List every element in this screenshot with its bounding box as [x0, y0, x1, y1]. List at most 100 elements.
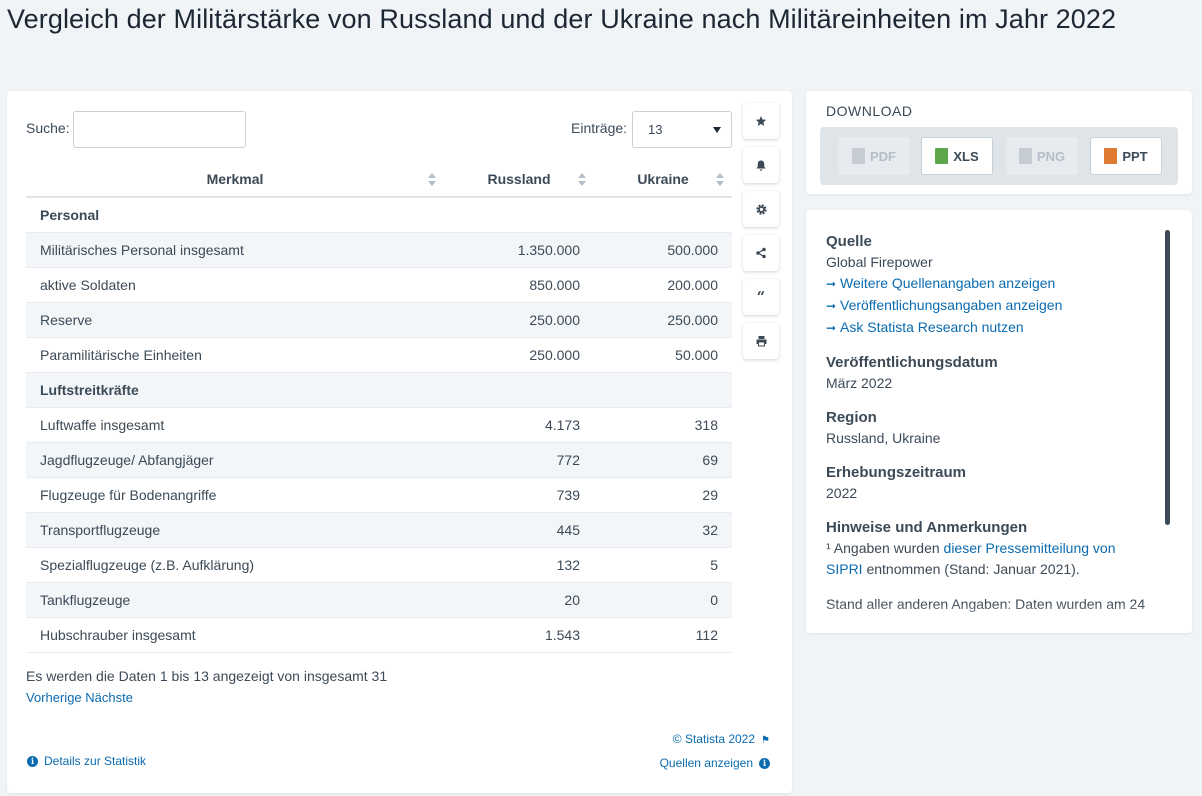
- arrow-right-icon: ➞: [826, 277, 837, 291]
- table-row: Reserve 250.000 250.000: [26, 302, 732, 338]
- arrow-right-icon: ➞: [826, 299, 837, 313]
- cell-merkmal: Spezialflugzeuge (z.B. Aufklärung): [26, 547, 444, 583]
- table-row: aktive Soldaten 850.000 200.000: [26, 267, 732, 303]
- info-icon: i: [27, 756, 38, 768]
- table-group-row: Personal: [26, 197, 732, 233]
- next-link[interactable]: Nächste: [85, 690, 133, 705]
- link-label: Veröffentlichungsangaben anzeigen: [840, 297, 1063, 313]
- column-header-label: Ukraine: [637, 170, 689, 187]
- cell-merkmal: Reserve: [26, 302, 444, 338]
- pagination: Vorherige Nächste: [26, 690, 133, 705]
- previous-link[interactable]: Vorherige: [26, 690, 82, 705]
- link-label: Ask Statista Research nutzen: [840, 319, 1024, 335]
- cell-russland: 772: [444, 442, 594, 478]
- research-link[interactable]: ➞ Ask Statista Research nutzen: [826, 317, 1146, 339]
- copyright-link[interactable]: © Statista 2022 ⚑: [673, 732, 770, 746]
- source-value: Global Firepower: [826, 254, 933, 270]
- cell-ukraine: 29: [594, 477, 732, 513]
- cell-ukraine: [594, 197, 732, 233]
- entries-select[interactable]: 13: [632, 111, 732, 148]
- cite-button[interactable]: “: [743, 279, 779, 315]
- cell-ukraine: 5: [594, 547, 732, 583]
- cell-ukraine: [594, 372, 732, 408]
- quote-icon: “: [756, 288, 766, 306]
- cell-merkmal: Tankflugzeuge: [26, 582, 444, 618]
- sort-icon: [428, 173, 436, 187]
- column-header-merkmal[interactable]: Merkmal: [26, 161, 444, 198]
- cell-merkmal: Hubschrauber insgesamt: [26, 617, 444, 653]
- cell-russland: 739: [444, 477, 594, 513]
- cell-merkmal: Transportflugzeuge: [26, 512, 444, 548]
- cell-ukraine: 0: [594, 582, 732, 618]
- table-row: Transportflugzeuge 445 32: [26, 512, 732, 548]
- download-png-button: PNG: [1006, 137, 1078, 175]
- caret-down-icon: [713, 127, 721, 133]
- cell-merkmal: Luftstreitkräfte: [26, 372, 444, 408]
- download-label: PPT: [1122, 148, 1148, 164]
- cell-russland: 132: [444, 547, 594, 583]
- sort-icon: [716, 173, 724, 187]
- gear-icon: [755, 203, 767, 215]
- cell-ukraine: 500.000: [594, 232, 732, 268]
- info-scroll-area[interactable]: Quelle Global Firepower ➞ Weitere Quellen…: [826, 232, 1146, 616]
- download-ppt-button[interactable]: PPT: [1090, 137, 1162, 175]
- cell-russland: [444, 197, 594, 233]
- period-heading: Erhebungszeitraum: [826, 464, 967, 481]
- table-header-row: Merkmal Russland Ukraine: [26, 161, 732, 198]
- cell-ukraine: 69: [594, 442, 732, 478]
- column-header-ukraine[interactable]: Ukraine: [594, 161, 732, 198]
- cell-russland: 20: [444, 582, 594, 618]
- sources-link[interactable]: Quellen anzeigen i: [660, 756, 770, 770]
- search-input[interactable]: [73, 111, 246, 148]
- more-sources-link[interactable]: ➞ Weitere Quellenangaben anzeigen: [826, 273, 1146, 295]
- note-text: ¹ Angaben wurden: [826, 540, 944, 556]
- ppt-file-icon: [1104, 148, 1118, 164]
- search-label: Suche:: [26, 120, 70, 136]
- column-header-label: Merkmal: [206, 170, 264, 187]
- notes-heading: Hinweise und Anmerkungen: [826, 519, 1028, 536]
- bell-icon: [756, 160, 766, 171]
- column-header-russland[interactable]: Russland: [444, 161, 594, 198]
- download-panel: DOWNLOAD PDF XLS PNG PPT: [806, 91, 1192, 194]
- download-buttons: PDF XLS PNG PPT: [820, 127, 1178, 185]
- scrollbar[interactable]: [1165, 230, 1170, 525]
- cell-ukraine: 32: [594, 512, 732, 548]
- statistic-info-panel: Quelle Global Firepower ➞ Weitere Quellen…: [806, 210, 1192, 633]
- sipri-link[interactable]: dieser Pressemitteilung von SIPRI: [826, 540, 1116, 577]
- notes-value: ¹ Angaben wurden dieser Pressemitteilung…: [826, 538, 1146, 580]
- cell-merkmal: Paramilitärische Einheiten: [26, 337, 444, 373]
- cell-merkmal: Personal: [26, 197, 444, 233]
- cell-russland: 1.543: [444, 617, 594, 653]
- cell-russland: 250.000: [444, 302, 594, 338]
- favorite-button[interactable]: [743, 103, 779, 139]
- cell-merkmal: Flugzeuge für Bodenangriffe: [26, 477, 444, 513]
- table-row: Militärisches Personal insgesamt 1.350.00…: [26, 232, 732, 268]
- region-heading: Region: [826, 409, 877, 426]
- pagination-info: Es werden die Daten 1 bis 13 angezeigt v…: [26, 668, 388, 684]
- print-button[interactable]: [743, 323, 779, 359]
- download-label: XLS: [953, 148, 979, 164]
- data-table: Merkmal Russland Ukraine Personal Militär…: [26, 161, 732, 653]
- notification-button[interactable]: [743, 147, 779, 183]
- cell-ukraine: 112: [594, 617, 732, 653]
- download-label: PNG: [1036, 148, 1066, 164]
- png-file-icon: [1018, 148, 1032, 164]
- table-row: Jagdflugzeuge/ Abfangjäger 772 69: [26, 442, 732, 478]
- table-row: Hubschrauber insgesamt 1.543 112: [26, 617, 732, 653]
- download-label: PDF: [870, 148, 896, 164]
- cell-ukraine: 200.000: [594, 267, 732, 303]
- pdf-file-icon: [852, 148, 865, 164]
- arrow-right-icon: ➞: [826, 321, 837, 335]
- period-value: 2022: [826, 485, 858, 501]
- table-controls: Suche: Einträge: 13: [7, 91, 737, 161]
- cell-russland: 250.000: [444, 337, 594, 373]
- details-link[interactable]: i Details zur Statistik: [27, 754, 146, 768]
- settings-button[interactable]: [743, 191, 779, 227]
- publication-info-link[interactable]: ➞ Veröffentlichungsangaben anzeigen: [826, 295, 1146, 317]
- column-header-label: Russland: [487, 170, 551, 187]
- sources-label: Quellen anzeigen: [659, 756, 753, 770]
- share-button[interactable]: [743, 235, 779, 271]
- cell-ukraine: 50.000: [594, 337, 732, 373]
- download-xls-button[interactable]: XLS: [921, 137, 993, 175]
- download-pdf-button: PDF: [838, 137, 910, 175]
